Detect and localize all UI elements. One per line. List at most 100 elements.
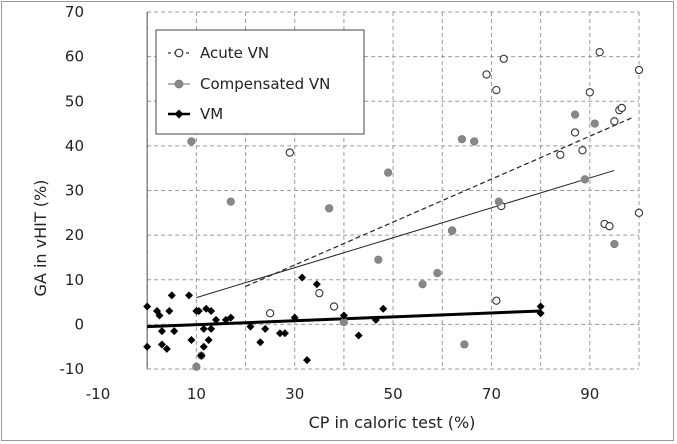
point-acute-vn <box>492 296 501 305</box>
point-vm <box>246 322 255 331</box>
point-compensated-vn <box>460 340 469 349</box>
point-vm <box>207 306 216 315</box>
x-tick-label: 90 <box>580 385 599 403</box>
point-vm <box>379 304 388 313</box>
point-acute-vn <box>605 222 614 231</box>
point-vm <box>261 324 270 333</box>
point-vm <box>371 315 380 324</box>
point-vm <box>536 309 545 318</box>
point-vm <box>197 351 206 360</box>
point-vm <box>167 291 176 300</box>
point-compensated-vn <box>192 362 201 371</box>
point-acute-vn <box>610 117 619 126</box>
point-acute-vn <box>556 150 565 159</box>
x-tick-label: 50 <box>384 385 403 403</box>
point-compensated-vn <box>226 197 235 206</box>
x-tick-label: 30 <box>285 385 304 403</box>
x-axis-title: CP in caloric test (%) <box>309 413 476 432</box>
point-compensated-vn <box>610 239 619 249</box>
point-acute-vn <box>265 309 275 318</box>
y-tick-label: 40 <box>65 137 84 155</box>
point-vm <box>157 340 166 349</box>
y-tick-label: 70 <box>65 3 84 21</box>
point-compensated-vn <box>457 135 467 144</box>
x-tick-label: 10 <box>187 385 206 403</box>
point-vm <box>143 342 152 351</box>
point-compensated-vn <box>580 175 590 184</box>
point-acute-vn <box>570 128 580 137</box>
legend-marker-compensated-vn <box>174 79 184 89</box>
legend-label-acute-vn: Acute VN <box>200 44 269 62</box>
point-compensated-vn <box>418 280 427 289</box>
point-vm <box>303 356 312 365</box>
point-compensated-vn <box>590 119 599 128</box>
y-tick-label: 10 <box>65 271 84 289</box>
point-acute-vn <box>578 146 587 155</box>
point-acute-vn <box>617 103 626 113</box>
point-compensated-vn <box>187 137 196 146</box>
point-compensated-vn <box>494 197 503 206</box>
point-vm <box>212 315 221 324</box>
point-compensated-vn <box>433 268 442 278</box>
y-tick-labels: -10 0 10 20 30 40 50 60 70 <box>60 3 85 378</box>
point-vm <box>275 329 284 338</box>
point-vm <box>184 291 193 300</box>
point-vm <box>143 302 152 311</box>
legend-label-vm: VM <box>200 105 223 123</box>
y-tick-label: -10 <box>60 360 85 378</box>
point-acute-vn <box>499 54 508 64</box>
point-acute-vn <box>329 302 339 311</box>
point-compensated-vn <box>384 168 393 177</box>
point-vm <box>170 327 179 336</box>
legend-item-vm: VM <box>168 105 223 123</box>
point-vm <box>339 311 348 320</box>
point-vm <box>165 306 174 315</box>
trendline-acute-vn <box>245 116 635 287</box>
point-vm <box>290 313 299 322</box>
legend-label-compensated-vn: Compensated VN <box>200 75 330 93</box>
point-vm <box>199 342 208 351</box>
point-vm <box>280 329 289 338</box>
point-acute-vn <box>285 148 294 157</box>
trendline-compensated-vn <box>196 169 615 299</box>
point-acute-vn <box>585 88 594 97</box>
legend-item-acute-vn: Acute VN <box>168 44 269 62</box>
point-vm <box>204 335 213 344</box>
point-vm <box>157 327 166 336</box>
point-acute-vn <box>315 288 324 298</box>
y-tick-label: 60 <box>65 48 84 66</box>
x-tick-label: 70 <box>482 385 501 403</box>
legend-marker-vm <box>174 109 184 119</box>
legend-marker-acute-vn <box>174 48 184 58</box>
legend-item-compensated-vn: Compensated VN <box>168 75 330 93</box>
point-compensated-vn <box>339 318 349 327</box>
point-vm <box>354 331 363 340</box>
legend: Acute VN Compensated VN VM <box>155 29 365 135</box>
y-tick-label: 50 <box>65 92 84 110</box>
data-points <box>143 48 644 371</box>
point-vm <box>536 302 545 311</box>
point-compensated-vn <box>325 204 334 213</box>
y-tick-label: 0 <box>74 315 84 333</box>
point-acute-vn <box>482 70 491 79</box>
point-compensated-vn <box>470 137 479 146</box>
point-vm <box>199 324 208 333</box>
point-compensated-vn <box>374 255 383 264</box>
point-vm <box>207 324 216 333</box>
point-compensated-vn <box>448 226 457 235</box>
point-acute-vn <box>595 48 604 57</box>
point-vm <box>187 335 196 344</box>
point-vm <box>298 273 307 282</box>
point-acute-vn <box>634 208 644 217</box>
point-vm <box>155 311 164 320</box>
x-tick-label: -10 <box>86 385 111 403</box>
point-compensated-vn <box>570 110 580 119</box>
y-axis-title: GA in vHIT (%) <box>31 180 50 297</box>
y-tick-label: 20 <box>65 226 84 244</box>
legend-box <box>155 29 365 135</box>
point-vm <box>162 344 171 353</box>
point-vm <box>312 280 321 289</box>
x-tick-labels: -10 10 30 50 70 90 <box>86 385 600 403</box>
